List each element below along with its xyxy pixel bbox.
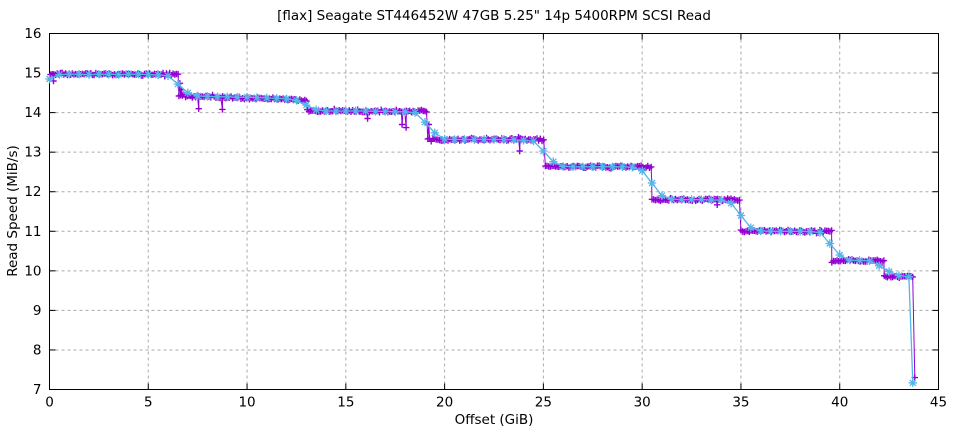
raw-series-line [50, 72, 916, 378]
y-tick-label: 16 [24, 26, 41, 42]
x-tick-label: 30 [634, 395, 651, 411]
y-tick-label: 9 [33, 303, 42, 319]
y-tick-label: 8 [33, 342, 42, 358]
smoothed-series-star-markers [45, 70, 917, 387]
x-axis-title: Offset (GiB) [454, 412, 534, 428]
x-tick-label: 25 [535, 395, 552, 411]
y-tick-label: 7 [33, 382, 42, 398]
x-tick-label: 35 [732, 395, 749, 411]
x-tick-label: 15 [337, 395, 354, 411]
raw-series-plus-markers [47, 69, 918, 381]
x-tick-label: 0 [45, 395, 54, 411]
x-tick-label: 10 [238, 395, 255, 411]
y-tick-label: 13 [24, 145, 41, 161]
x-tick-label: 5 [144, 395, 153, 411]
y-tick-label: 10 [24, 263, 41, 279]
x-tick-label: 45 [930, 395, 947, 411]
y-tick-label: 12 [24, 184, 41, 200]
plot-border [49, 33, 939, 390]
x-tick-label: 40 [831, 395, 848, 411]
y-tick-label: 15 [24, 66, 41, 82]
x-tick-label: 20 [436, 395, 453, 411]
chart-title: [flax] Seagate ST446452W 47GB 5.25" 14p … [277, 8, 711, 24]
y-tick-label: 14 [24, 105, 41, 121]
y-tick-label: 11 [24, 224, 41, 240]
